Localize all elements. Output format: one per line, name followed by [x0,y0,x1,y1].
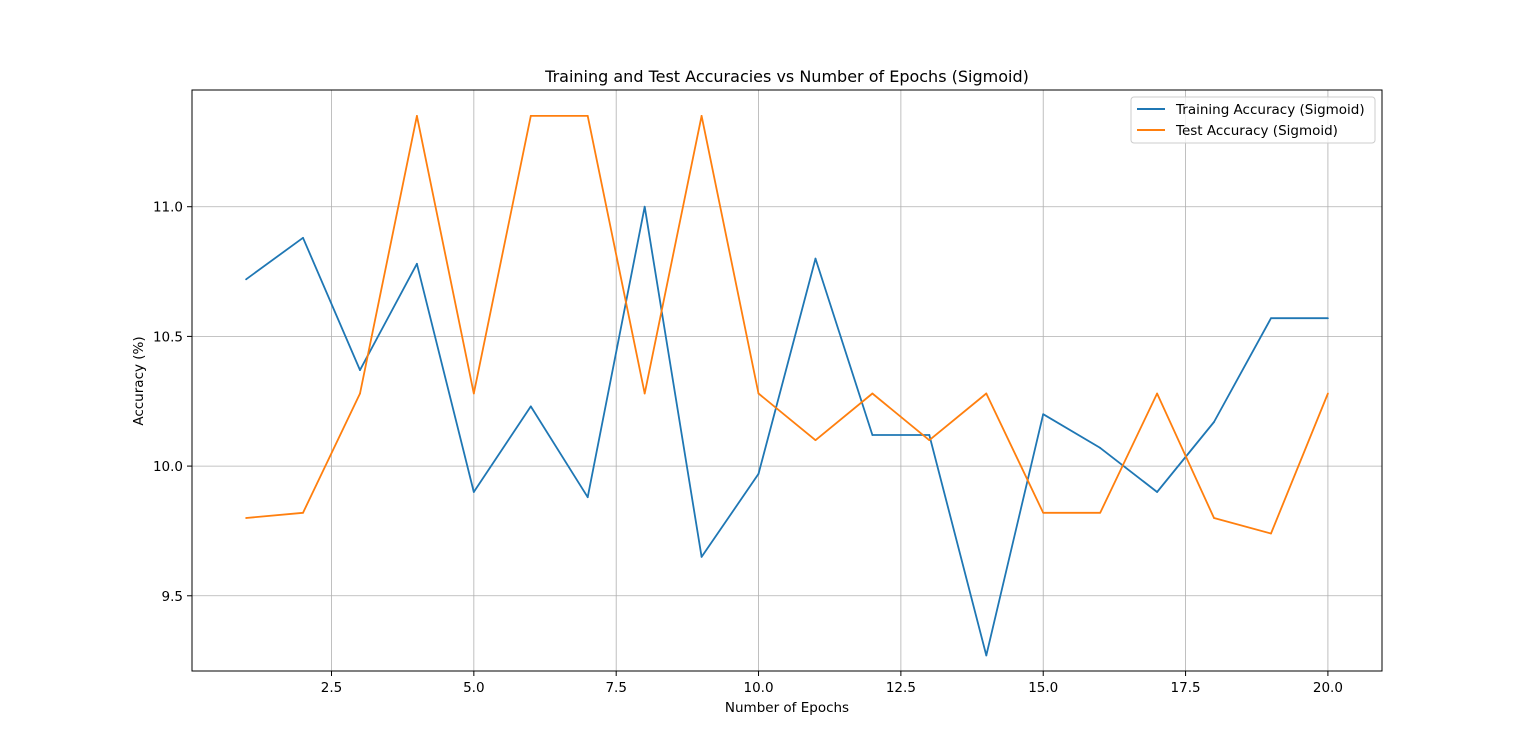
data-point-training [1213,421,1215,423]
data-point-training [985,654,988,657]
data-point-test [985,392,988,395]
data-point-training [1042,413,1045,416]
data-point-test [359,392,361,395]
data-point-training [928,434,931,436]
data-point-training [643,205,646,208]
data-point-training [814,257,817,260]
data-point-training [359,369,361,372]
chart-title: Training and Test Accuracies vs Number o… [544,67,1029,86]
series-line-training [245,205,1328,657]
y-tick-label: 11.0 [153,200,183,216]
legend-label-training: Training Accuracy (Sigmoid) [1175,102,1365,118]
x-tick-label: 5.0 [463,680,484,696]
y-tick-label: 10.5 [153,329,183,345]
x-tick-label: 17.5 [1171,680,1201,696]
data-point-test [302,511,304,514]
data-point-training [302,236,304,239]
data-point-training [416,262,418,265]
x-tick-label: 2.5 [321,680,342,696]
data-point-test [814,439,817,442]
data-point-test [245,517,247,519]
x-tick-label: 7.5 [605,680,626,696]
series-line-test [246,115,1329,535]
data-point-training [700,555,703,558]
data-point-test [871,392,874,395]
data-point-training [1099,447,1102,449]
data-point-training [1156,491,1158,493]
data-point-test [586,115,589,117]
x-tick-label: 12.5 [886,680,916,696]
data-point-test [700,115,703,117]
legend-label-test: Test Accuracy (Sigmoid) [1175,123,1338,139]
data-point-training [586,496,589,499]
data-point-test [416,115,418,117]
legend-box [1130,96,1376,144]
data-point-test [1099,511,1102,514]
data-point-test [1213,517,1215,519]
data-point-test [643,392,646,395]
grid-lines [192,90,1382,671]
data-point-training [529,405,532,408]
x-tick-label: 15.0 [1028,680,1058,696]
data-point-training [1270,317,1272,320]
plot-series [245,115,1329,657]
data-point-training [245,278,247,281]
data-point-test [928,439,931,442]
data-point-training [472,491,475,493]
data-point-training [757,472,760,475]
y-tick-label: 9.5 [162,589,183,605]
y-axis-ticks: 9.5 10.0 10.5 11.0 [153,200,192,605]
data-point-test [1156,392,1158,395]
data-point-test [1270,532,1272,535]
x-axis-label: Number of Epochs [725,700,849,716]
legend: Training Accuracy (Sigmoid) Test Accurac… [1130,96,1376,144]
data-point-test [529,115,532,117]
data-point-test [757,392,760,395]
data-point-test [472,392,475,395]
x-tick-label: 10.0 [743,680,773,696]
plot-frame [191,89,1383,672]
data-point-training [1327,317,1329,320]
data-point-training [871,434,874,436]
data-point-test [1327,392,1329,395]
y-axis-label: Accuracy (%) [131,336,147,425]
x-tick-label: 20.0 [1313,680,1343,696]
y-tick-label: 10.0 [153,459,183,475]
data-point-test [1042,511,1045,514]
x-axis-ticks: 2.5 5.0 7.5 10.0 12.5 15.0 17.5 20.0 [321,671,1343,696]
